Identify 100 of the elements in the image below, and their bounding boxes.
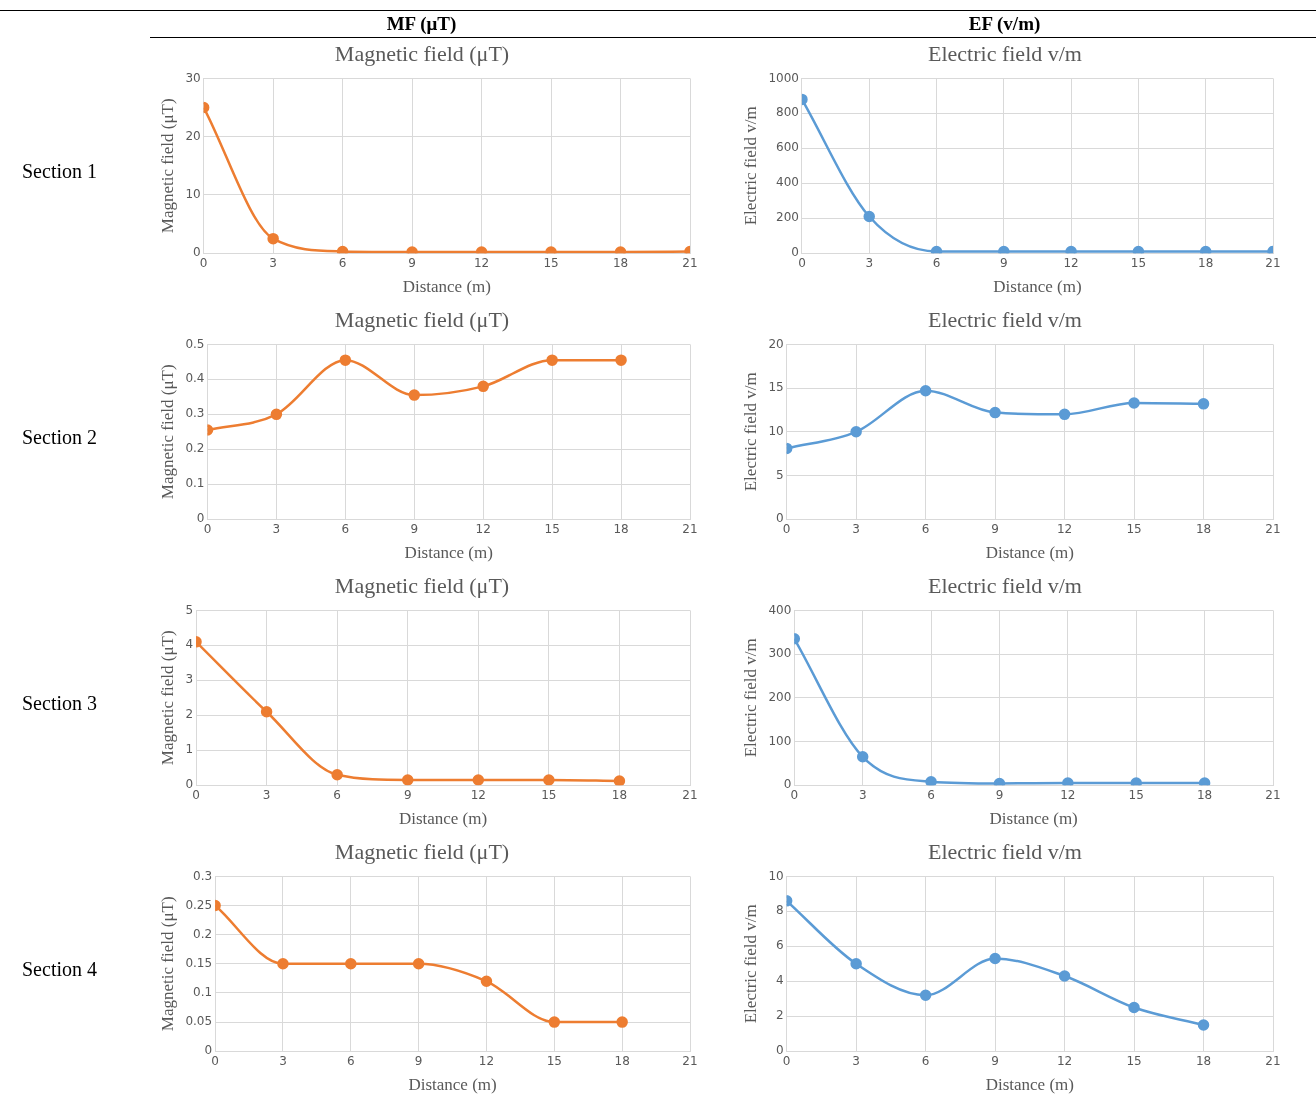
y-tick-label: 100 — [768, 733, 792, 748]
point — [477, 380, 489, 393]
x-tick-label: 12 — [1056, 1053, 1073, 1068]
chart-title: Electric field v/m — [928, 838, 1082, 864]
x-tick-label: 18 — [614, 1053, 630, 1068]
y-tick-label: 0.15 — [185, 955, 213, 970]
x-axis-title: Distance (m) — [404, 543, 493, 563]
chart-title: Electric field v/m — [928, 40, 1082, 66]
x-tick-label: 21 — [1265, 255, 1281, 270]
x-tick-label: 6 — [932, 255, 941, 270]
chart-title: Electric field v/m — [928, 306, 1082, 332]
x-axis-title: Distance (m) — [398, 809, 488, 829]
x-tick-label: 18 — [611, 787, 628, 802]
x-tick-label: 18 — [1196, 787, 1213, 802]
x-tick-label: 9 — [995, 787, 1004, 802]
y-axis-title: Magnetic field (μT) — [157, 364, 177, 500]
point — [1128, 1001, 1140, 1014]
y-tick-label: 4 — [185, 637, 194, 652]
y-tick-label: 0 — [196, 511, 205, 526]
x-tick-label: 18 — [1198, 255, 1214, 270]
y-tick-label: 0.3 — [185, 406, 205, 421]
point — [1058, 408, 1071, 421]
x-tick-label: 15 — [1126, 521, 1142, 536]
x-tick-label: 15 — [1128, 787, 1144, 802]
point — [548, 1016, 561, 1028]
x-tick-label: 6 — [341, 521, 350, 536]
y-tick-label: 20 — [185, 128, 201, 143]
x-tick-label: 21 — [1265, 521, 1281, 536]
x-axis-title: Distance (m) — [993, 277, 1082, 297]
y-tick-label: 5 — [185, 602, 194, 617]
x-tick-label: 9 — [414, 1053, 423, 1068]
x-tick-label: 3 — [262, 787, 271, 802]
y-tick-label: 0 — [204, 1043, 213, 1058]
x-tick-label: 6 — [338, 255, 347, 270]
y-tick-label: 0.2 — [193, 926, 213, 941]
y-axis-title: Electric field v/m — [740, 106, 760, 226]
y-tick-label: 0.3 — [193, 868, 213, 883]
y-tick-label: 800 — [776, 105, 799, 120]
y-tick-label: 1000 — [768, 70, 799, 85]
x-tick-label: 15 — [544, 521, 560, 536]
x-tick-label: 15 — [543, 255, 559, 270]
x-tick-label: 18 — [612, 255, 629, 270]
point — [546, 354, 558, 366]
x-tick-label: 21 — [1265, 787, 1281, 802]
point — [919, 989, 932, 1002]
text: MF (μT) — [150, 11, 693, 38]
y-tick-label: 20 — [768, 336, 784, 351]
x-tick-label: 9 — [1000, 255, 1008, 270]
x-tick-label: 18 — [613, 521, 629, 536]
y-tick-label: 10 — [768, 423, 784, 438]
point — [1130, 777, 1142, 786]
point — [345, 958, 357, 970]
y-tick-label: 10 — [185, 187, 201, 202]
point — [401, 774, 414, 786]
y-tick-label: 0 — [185, 777, 194, 792]
x-tick-label: 9 — [991, 521, 999, 536]
y-tick-label: 30 — [185, 70, 201, 85]
x-tick-label: 9 — [410, 521, 419, 536]
y-tick-label: 2 — [776, 1008, 784, 1023]
point — [480, 975, 493, 988]
point — [339, 354, 352, 366]
point — [863, 210, 875, 223]
y-tick-label: 15 — [768, 380, 784, 395]
point — [616, 1016, 628, 1028]
x-tick-label: 12 — [1060, 787, 1076, 802]
y-tick-label: 200 — [776, 210, 799, 225]
y-tick-label: 3 — [185, 672, 194, 687]
y-axis-title: Electric field v/m — [740, 372, 760, 492]
x-tick-label: 3 — [269, 255, 277, 270]
y-tick-label: 0 — [193, 245, 201, 260]
point — [1062, 777, 1074, 786]
point — [412, 958, 425, 970]
y-tick-label: 0.1 — [185, 476, 205, 491]
x-tick-label: 18 — [1195, 521, 1212, 536]
point — [1065, 245, 1077, 254]
y-axis-title: Magnetic field (μT) — [157, 630, 177, 766]
y-tick-label: 0 — [776, 511, 784, 526]
y-tick-label: 0 — [776, 1043, 784, 1058]
x-tick-label: 15 — [541, 787, 557, 802]
x-tick-label: 3 — [865, 255, 874, 270]
y-tick-label: 600 — [776, 140, 799, 155]
y-tick-label: 10 — [768, 868, 784, 883]
x-tick-label: 3 — [852, 1053, 860, 1068]
y-tick-label: 0 — [791, 245, 799, 260]
x-tick-label: 21 — [1265, 1053, 1281, 1068]
y-axis-title: Magnetic field (μT) — [157, 896, 177, 1032]
y-tick-label: 0 — [783, 777, 792, 792]
point — [615, 354, 627, 366]
y-tick-label: 0.25 — [185, 897, 213, 912]
point — [850, 958, 862, 970]
point — [919, 384, 932, 397]
x-axis-title: Distance (m) — [402, 277, 491, 297]
x-tick-label: 15 — [1130, 255, 1147, 270]
x-tick-label: 21 — [682, 255, 698, 270]
point — [270, 408, 283, 421]
point — [1197, 398, 1210, 410]
chart-title: Magnetic field (μT) — [334, 572, 510, 598]
x-tick-label: 6 — [921, 1053, 930, 1068]
y-tick-label: 2 — [185, 707, 194, 722]
x-tick-label: 6 — [346, 1053, 355, 1068]
